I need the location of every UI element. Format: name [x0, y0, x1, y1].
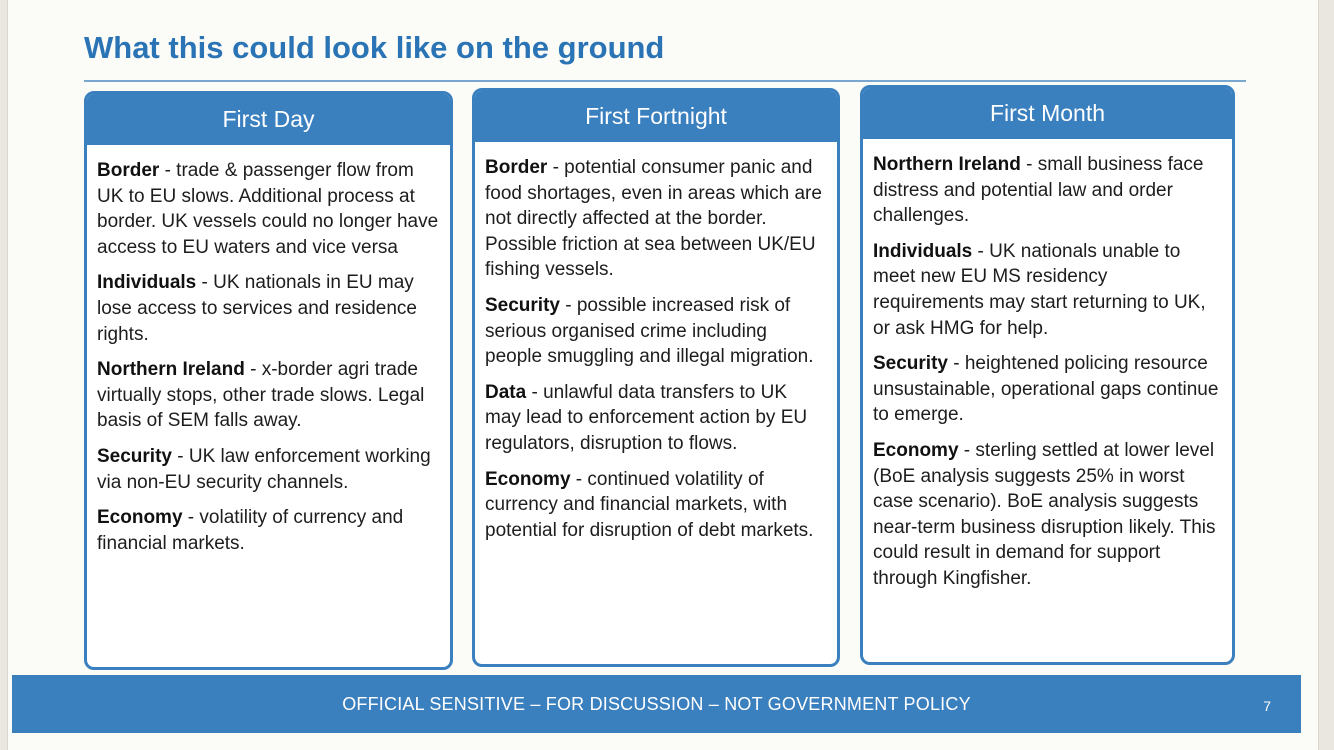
list-item: Northern Ireland - x-border agri trade v…: [97, 357, 440, 434]
item-text: - UK nationals unable to meet new EU MS …: [873, 240, 1206, 339]
list-item: Economy - volatility of currency and fin…: [97, 505, 440, 556]
card-body: Northern Ireland - small business face d…: [863, 139, 1232, 592]
card-header: First Month: [863, 88, 1232, 139]
card-first-month: First Month Northern Ireland - small bus…: [860, 85, 1235, 665]
item-key: Northern Ireland: [873, 154, 1021, 175]
list-item: Security - possible increased risk of se…: [485, 293, 827, 370]
card-body: Border - trade & passenger flow from UK …: [87, 145, 450, 556]
item-key: Economy: [97, 507, 183, 529]
list-item: Border - trade & passenger flow from UK …: [97, 158, 440, 260]
item-key: Economy: [485, 468, 571, 490]
card-first-fortnight: First Fortnight Border - potential consu…: [472, 88, 840, 667]
item-text: - UK law enforcement working via non-EU …: [97, 445, 431, 493]
list-item: Northern Ireland - small business face d…: [873, 152, 1222, 229]
list-item: Individuals - UK nationals unable to mee…: [873, 239, 1222, 341]
slide: What this could look like on the ground …: [8, 0, 1318, 750]
page-title: What this could look like on the ground: [84, 30, 665, 65]
card-body: Border - potential consumer panic and fo…: [475, 142, 837, 543]
item-text: - heightened policing resource unsustain…: [873, 353, 1219, 426]
classification-label: OFFICIAL SENSITIVE – FOR DISCUSSION – NO…: [342, 694, 971, 714]
item-key: Border: [485, 157, 548, 178]
list-item: Data - unlawful data transfers to UK may…: [485, 380, 827, 457]
item-text: - unlawful data transfers to UK may lead…: [485, 381, 808, 454]
item-key: Security: [485, 294, 560, 316]
list-item: Security - UK law enforcement working vi…: [97, 444, 440, 495]
item-text: - potential consumer panic and food shor…: [485, 157, 822, 281]
card-header: First Fortnight: [475, 91, 837, 142]
item-text: - small business face distress and poten…: [873, 154, 1204, 227]
item-text: - sterling settled at lower level (BoE a…: [873, 439, 1216, 589]
item-text: - continued volatility of currency and f…: [485, 468, 814, 541]
list-item: Individuals - UK nationals in EU may los…: [97, 270, 440, 347]
item-text: - UK nationals in EU may lose access to …: [97, 272, 417, 345]
item-key: Border: [97, 160, 160, 181]
title-divider: [84, 80, 1246, 82]
card-first-day: First Day Border - trade & passenger flo…: [84, 91, 453, 670]
item-key: Security: [873, 353, 948, 375]
footer-bar: OFFICIAL SENSITIVE – FOR DISCUSSION – NO…: [12, 675, 1301, 733]
item-key: Individuals: [873, 240, 973, 262]
item-text: - volatility of currency and financial m…: [97, 507, 404, 554]
item-key: Security: [97, 445, 172, 467]
list-item: Economy - sterling settled at lower leve…: [873, 438, 1222, 592]
card-header: First Day: [87, 94, 450, 145]
list-item: Security - heightened policing resource …: [873, 351, 1222, 428]
item-key: Economy: [873, 439, 959, 461]
list-item: Economy - continued volatility of curren…: [485, 467, 827, 544]
list-item: Border - potential consumer panic and fo…: [485, 155, 827, 283]
item-text: - x-border agri trade virtually stops, o…: [97, 359, 425, 432]
page-number: 7: [1263, 698, 1271, 714]
item-key: Individuals: [97, 272, 197, 294]
item-key: Data: [485, 381, 527, 403]
item-text: - possible increased risk of serious org…: [485, 294, 814, 368]
item-key: Northern Ireland: [97, 359, 245, 381]
item-text: - trade & passenger flow from UK to EU s…: [97, 160, 439, 258]
